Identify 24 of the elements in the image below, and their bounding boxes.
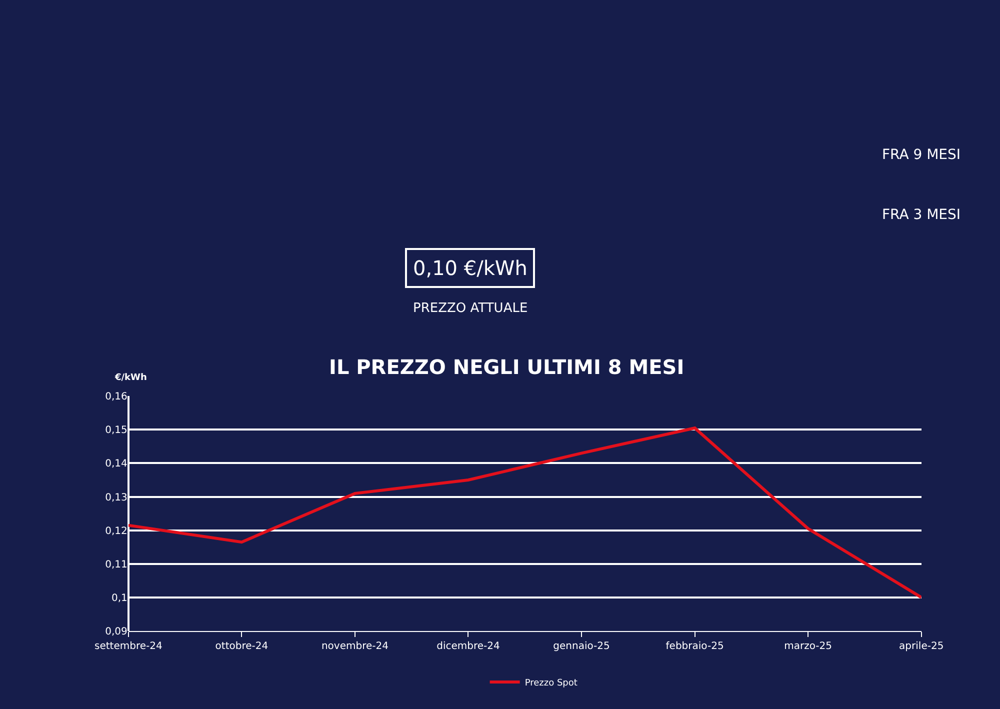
x-tick-label: aprile-25 [899,641,944,652]
y-tick-label: 0,12 [105,526,128,537]
x-tick-label: marzo-25 [784,641,832,652]
y-tick-label: 0,13 [105,492,128,504]
y-tick-label: 0,14 [105,458,128,470]
x-tick-label: gennaio-25 [553,641,610,652]
y-tick-label: 0,11 [105,559,128,570]
text: 0,10 €/kWh [413,256,528,280]
x-tick-label: novembre-24 [321,641,388,652]
x-tick-label: febbraio-25 [666,641,724,652]
y-tick-label: 0,16 [105,392,128,403]
chart-title: IL PREZZO NEGLI ULTIMI 8 MESI [329,355,684,379]
y-tick-label: 0,15 [105,425,128,436]
x-tick-label: settembre-24 [94,641,162,652]
x-tick-label: dicembre-24 [436,641,500,652]
line-series [128,426,922,599]
text: FRA 9 MESI [882,147,961,163]
x-tick-label: ottobre-24 [215,641,268,652]
y-tick-label: 0,1 [111,592,128,604]
text: PREZZO ATTUALE [413,301,528,316]
y-axis-title: €/kWh [114,373,147,383]
legend-label: Prezzo Spot [524,678,578,689]
y-tick-label: 0,09 [105,626,128,638]
text: FRA 3 MESI [882,207,961,223]
